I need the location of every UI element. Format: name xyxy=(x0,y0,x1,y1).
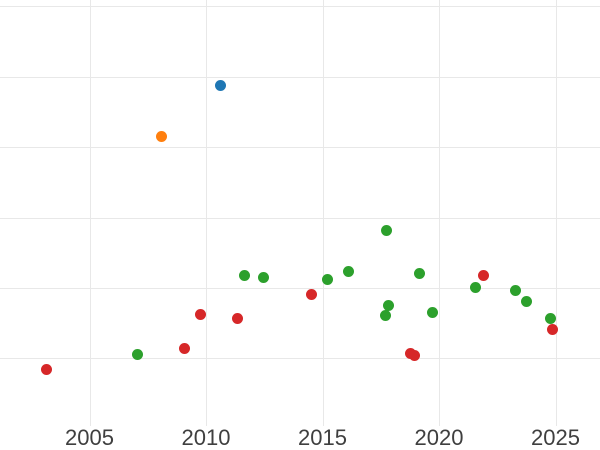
data-point-green-series xyxy=(342,265,354,277)
data-point-green-series xyxy=(544,312,556,324)
data-point-green-series xyxy=(426,306,438,318)
x-tick-label: 2020 xyxy=(414,425,464,450)
horizontal-gridline xyxy=(0,288,600,289)
data-point-red-series xyxy=(477,269,489,281)
data-point-green-series xyxy=(257,271,269,283)
data-point-green-series xyxy=(379,309,391,321)
data-point-red-series xyxy=(178,342,190,354)
data-point-green-series xyxy=(131,348,143,360)
data-point-green-series xyxy=(238,269,250,281)
data-point-red-series xyxy=(194,308,206,320)
x-tick-label: 2015 xyxy=(298,425,347,450)
data-point-red-series xyxy=(305,288,317,300)
vertical-gridline xyxy=(439,0,440,426)
horizontal-gridline xyxy=(0,77,600,78)
data-point-red-series xyxy=(231,312,243,324)
data-point-red-series xyxy=(40,363,52,375)
data-point-green-series xyxy=(509,284,521,296)
data-point-green-series xyxy=(520,295,532,307)
data-point-blue-series xyxy=(214,79,226,91)
data-point-red-series xyxy=(546,323,558,335)
x-tick-label: 2005 xyxy=(65,425,114,450)
data-point-green-series xyxy=(413,267,425,279)
horizontal-gridline xyxy=(0,147,600,148)
horizontal-gridline xyxy=(0,6,600,7)
x-tick-label: 2025 xyxy=(531,425,580,450)
x-tick-label: 2010 xyxy=(181,425,231,450)
vertical-gridline xyxy=(206,0,207,426)
data-point-orange-series xyxy=(155,130,167,142)
vertical-gridline xyxy=(89,0,91,426)
horizontal-gridline xyxy=(0,358,600,359)
data-point-green-series xyxy=(321,273,333,285)
data-point-green-series xyxy=(380,224,392,236)
data-point-red-series xyxy=(408,349,420,361)
vertical-gridline xyxy=(322,0,324,426)
data-point-green-series xyxy=(382,299,394,311)
vertical-gridline xyxy=(555,0,557,426)
horizontal-gridline xyxy=(0,218,600,219)
data-point-green-series xyxy=(469,281,481,293)
